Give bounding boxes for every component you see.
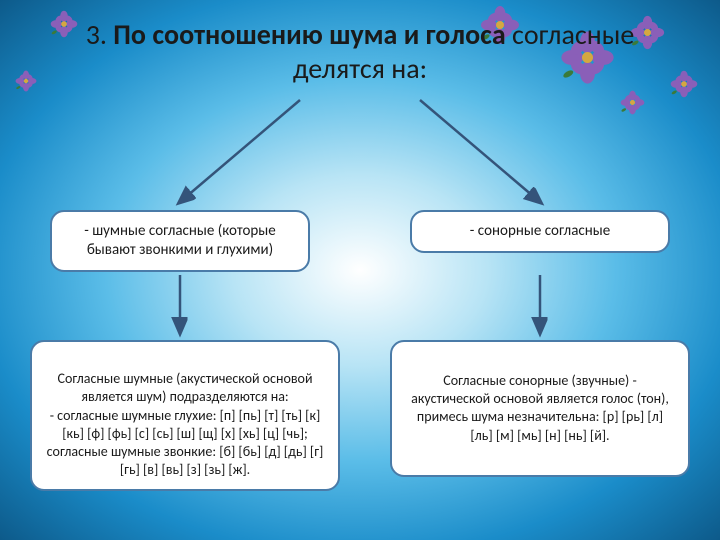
flower-icon — [620, 90, 645, 115]
box-sonorant-consonants: - сонорные согласные — [410, 210, 670, 253]
page-title: 3. По соотношению шума и голоса согласны… — [0, 18, 720, 85]
box-noisy-detail-text: Согласные шумные (акустической основой я… — [47, 370, 324, 478]
box-noisy-consonants: - шумные согласные (которые бывают звонк… — [50, 210, 310, 272]
title-prefix: 3. — [86, 17, 114, 52]
box-noisy-detail: Согласные шумные (акустической основой я… — [30, 340, 340, 491]
box-sonorant-detail: Согласные сонорные (звучные) - акустичес… — [390, 340, 690, 477]
box-noisy-label: - шумные согласные (которые бывают звонк… — [84, 222, 275, 259]
title-bold: По соотношению шума и голоса — [113, 17, 505, 52]
box-sonorant-detail-text: Согласные сонорные (звучные) - акустичес… — [411, 372, 669, 444]
box-sonorant-label: - сонорные согласные — [470, 222, 610, 240]
